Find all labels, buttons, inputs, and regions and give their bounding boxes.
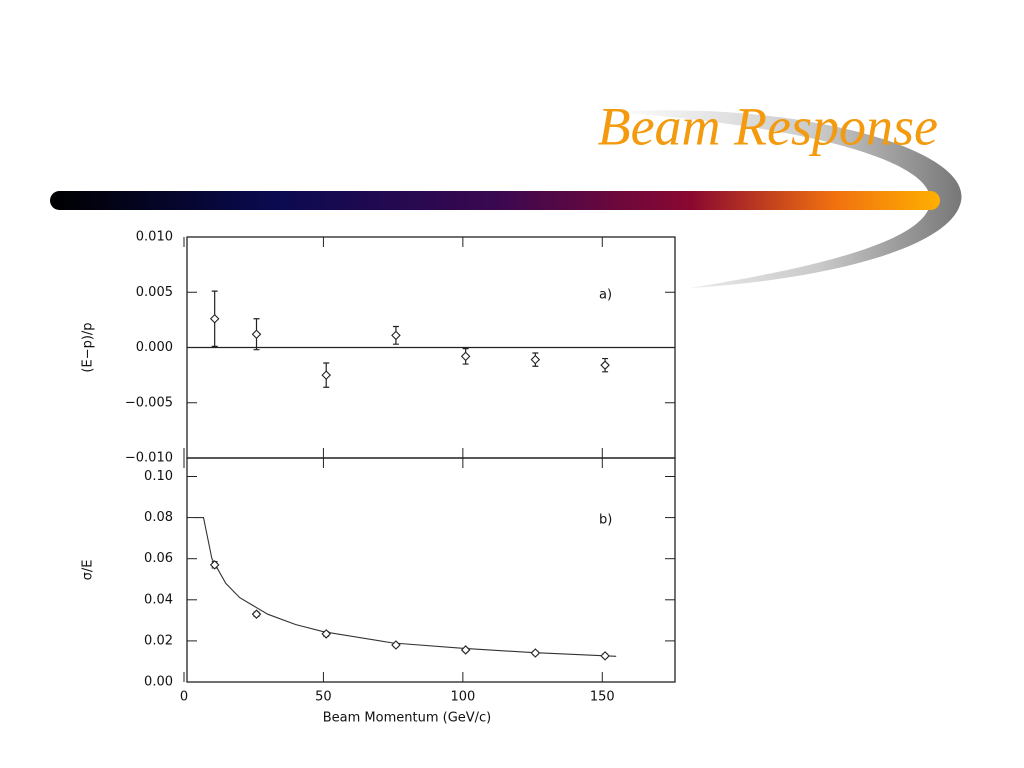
data-point	[530, 354, 541, 365]
x-tick-label: 100	[450, 690, 475, 705]
data-point	[251, 329, 262, 340]
panel-label: b)	[599, 513, 612, 528]
data-point	[600, 651, 610, 661]
data-point	[321, 370, 331, 380]
data-point	[209, 560, 220, 570]
data-point	[600, 360, 610, 370]
y-tick-label: 0.00	[144, 675, 173, 690]
plot-frame	[186, 457, 676, 683]
data-point	[251, 609, 262, 619]
x-tick-label: 50	[315, 690, 332, 705]
data-point	[391, 330, 401, 341]
data-point	[391, 640, 401, 650]
data-point	[460, 645, 471, 655]
y-tick-label: −0.010	[125, 451, 173, 466]
data-point	[530, 648, 541, 658]
slide-title: Beam Response	[598, 96, 938, 156]
fit-curve	[195, 517, 617, 657]
y-tick-label: 0.08	[144, 510, 173, 525]
data-point	[321, 629, 331, 639]
x-axis-label: Beam Momentum (GeV/c)	[323, 711, 492, 726]
x-tick-label: 0	[180, 690, 188, 705]
y-tick-label: 0.06	[144, 551, 173, 566]
header-bar	[50, 191, 940, 210]
swoosh	[610, 110, 962, 289]
y-tick-label: 0.000	[136, 340, 173, 355]
y-tick-label: −0.005	[125, 395, 173, 410]
plots: 0.0100.0050.000−0.005−0.010a)(E−p)/p0.10…	[81, 230, 676, 726]
y-axis-label: σ/E	[81, 560, 96, 581]
y-axis-label: (E−p)/p	[81, 322, 96, 372]
data-point	[460, 351, 471, 362]
y-tick-label: 0.04	[144, 592, 173, 607]
y-tick-label: 0.10	[144, 469, 173, 484]
y-tick-label: 0.02	[144, 633, 173, 648]
data-point	[209, 313, 220, 324]
x-tick-label: 150	[590, 690, 615, 705]
panel-label: a)	[599, 288, 612, 303]
y-tick-label: 0.005	[136, 285, 173, 300]
y-tick-label: 0.010	[136, 230, 173, 245]
